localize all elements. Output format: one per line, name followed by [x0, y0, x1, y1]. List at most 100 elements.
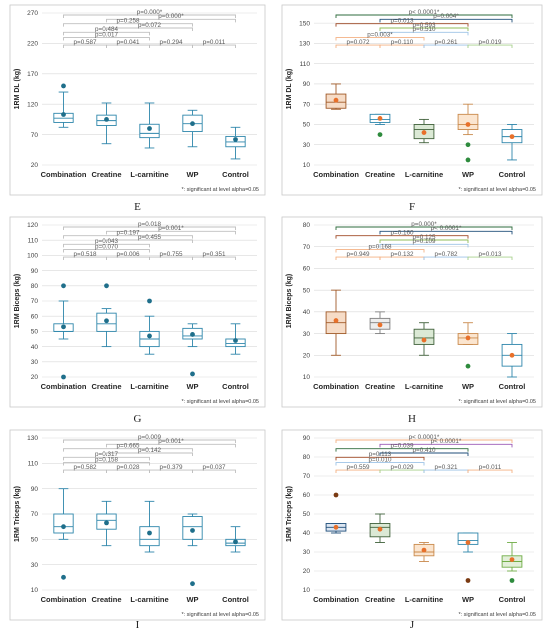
significance-note: *: significant at level alpha=0.05: [458, 187, 536, 193]
x-category-label: WP: [462, 595, 474, 604]
y-tick-label: 90: [303, 435, 311, 442]
x-category-label: Control: [222, 382, 249, 391]
p-value-label: p=0.125: [413, 234, 436, 241]
x-category-label: L-carnitine: [405, 382, 443, 391]
p-value-label: p=0.455: [138, 234, 161, 241]
comparison-bracket: p=0.004*: [379, 13, 513, 23]
box-control: [225, 323, 246, 355]
comparison-bracket: p=0.039: [335, 442, 469, 452]
p-value-label: p< 0.0001*: [431, 438, 462, 445]
x-category-label: Control: [499, 595, 526, 604]
p-value-label: p=0.000*: [411, 221, 437, 228]
comparison-bracket: p=0.011: [467, 464, 513, 474]
box-control: [501, 333, 523, 378]
outlier-point: [377, 132, 383, 138]
comparison-bracket: p=0.000*: [106, 13, 236, 23]
bracket-line: [379, 31, 469, 36]
comparison-bracket: p=0.072: [106, 22, 193, 31]
panel-G: 20 30 40 50 60 70 80 90 100 110 120 1RM Biceps (kg)…: [9, 216, 266, 425]
bracket-line: [379, 18, 513, 23]
x-category-label: Combination: [313, 382, 359, 391]
bracket-line: [192, 256, 236, 261]
comparison-bracket: p=0.510: [379, 26, 469, 36]
panel-frame: [281, 4, 543, 196]
y-axis-label: 1RM Biceps (kg): [14, 274, 21, 328]
x-category-label: L-carnitine: [130, 382, 168, 391]
comparison-bracket: p=0.351: [192, 251, 236, 261]
box-iqr: [413, 328, 435, 345]
box-mean-point: [233, 338, 238, 343]
box-l-carnitine: [139, 102, 160, 149]
y-axis-label: 1RM DL (kg): [286, 69, 293, 110]
x-category-label: Combination: [313, 170, 359, 179]
bracket-line: [63, 439, 236, 443]
comparison-bracket: p=0.113: [335, 451, 425, 461]
box-mean-point: [61, 112, 66, 117]
panel-frame: [9, 216, 266, 408]
p-value-label: p=0.518: [74, 251, 97, 258]
x-category-label: Creatine: [91, 170, 121, 179]
y-tick-label: 60: [303, 266, 311, 273]
p-value-label: p=0.593: [413, 22, 436, 29]
box-mean-point: [333, 97, 339, 103]
bracket-line: [335, 14, 513, 18]
p-value-label: p=0.142: [138, 447, 161, 454]
box-creatine: [369, 513, 391, 543]
p-value-label: p=0.484: [95, 26, 118, 33]
comparison-bracket: p< 0.0001*: [379, 225, 513, 235]
bracket-line: [63, 235, 193, 239]
bracket-line: [335, 448, 469, 452]
box-combination: [325, 289, 347, 356]
box-creatine: [96, 283, 117, 348]
x-category-label: L-carnitine: [130, 595, 168, 604]
y-tick-label: 60: [31, 313, 39, 320]
comparison-bracket: p=0.013: [335, 17, 469, 27]
panel-F: 10 30 50 70 90 110 130 150 1RM DL (kg) Combinatio…: [281, 4, 543, 213]
box-mean-point: [509, 352, 515, 358]
comparison-bracket: p=0.070: [63, 243, 150, 253]
x-category-label: Control: [499, 170, 526, 179]
x-category-label: Creatine: [91, 382, 121, 391]
p-value-label: p=0.041: [117, 39, 140, 46]
comparison-bracket: p=0.013: [467, 251, 513, 261]
y-tick-label: 90: [31, 268, 39, 275]
y-tick-label: 20: [31, 162, 39, 169]
p-value-label: p=0.158: [95, 456, 118, 463]
p-value-label: p=0.110: [391, 39, 414, 46]
bracket-line: [63, 31, 150, 36]
box-mean-point: [377, 526, 383, 532]
p-value-label: p=0.410: [413, 447, 436, 454]
comparison-bracket: p=0.258: [63, 17, 193, 27]
p-value-label: p< 0.0001*: [409, 434, 440, 441]
box-wp: [182, 323, 203, 377]
comparison-bracket: p=0.455: [106, 234, 193, 243]
comparison-bracket: p=0.109: [379, 238, 469, 248]
comparison-bracket: p=0.009: [63, 434, 236, 443]
bracket-line: [335, 439, 513, 443]
y-tick-label: 40: [31, 344, 39, 351]
comparison-bracket: p=0.317: [63, 451, 150, 461]
y-axis-label: 1RM Biceps (kg): [286, 274, 293, 328]
outlier-point: [465, 578, 471, 583]
bracket-line: [192, 469, 236, 474]
y-tick-label: 70: [303, 101, 311, 108]
bracket-line: [106, 230, 236, 235]
bracket-line: [379, 239, 469, 243]
y-tick-label: 270: [27, 10, 38, 17]
outlier-point: [190, 581, 195, 587]
p-value-label: p=0.072: [347, 39, 370, 46]
comparison-bracket: p=0.011: [192, 39, 236, 49]
bracket-line: [106, 18, 236, 23]
box-creatine: [96, 500, 117, 547]
outlier-point: [333, 492, 339, 498]
bracket-line: [379, 27, 469, 31]
comparison-bracket: p=0.043: [63, 238, 150, 248]
x-category-label: WP: [186, 170, 198, 179]
y-tick-label: 50: [303, 287, 311, 294]
y-tick-label: 30: [31, 359, 39, 366]
y-tick-label: 130: [299, 41, 310, 48]
p-value-label: p=0.000*: [158, 13, 184, 20]
y-tick-label: 30: [303, 142, 311, 149]
